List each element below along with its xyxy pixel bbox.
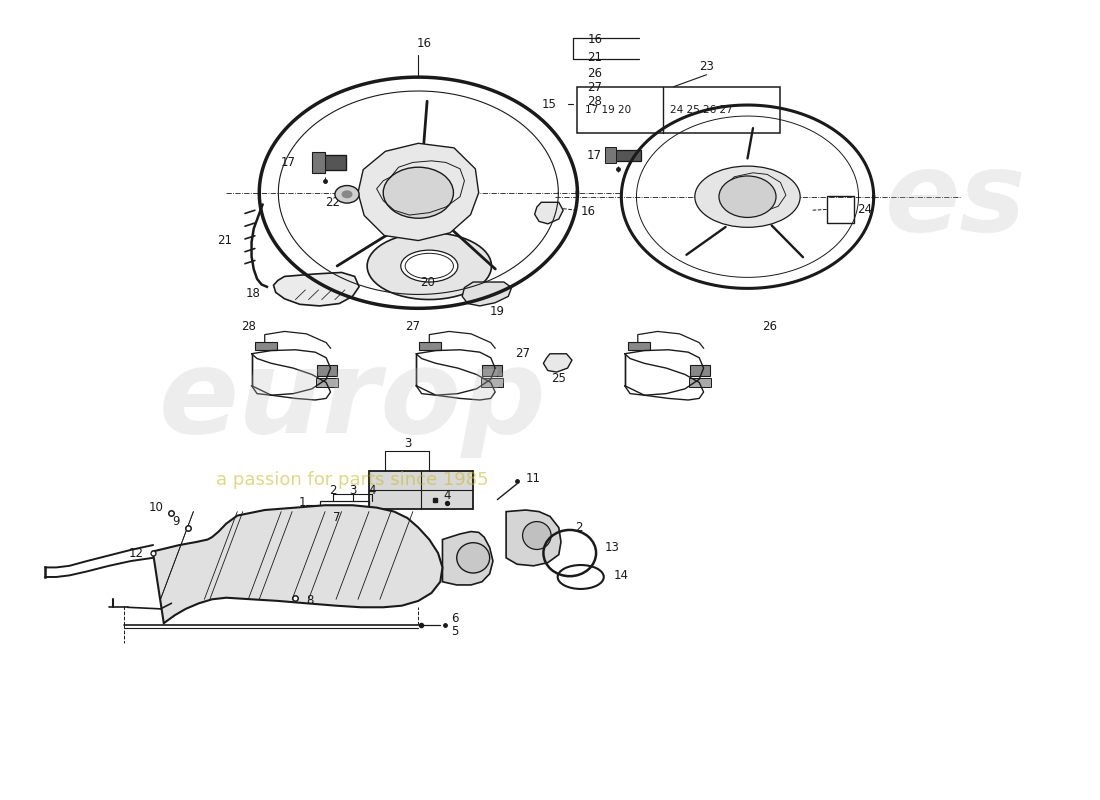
Text: 24: 24 bbox=[857, 203, 872, 216]
Circle shape bbox=[341, 190, 352, 198]
Ellipse shape bbox=[400, 250, 458, 282]
Text: 5: 5 bbox=[451, 625, 459, 638]
Text: 13: 13 bbox=[605, 541, 619, 554]
Text: europ: europ bbox=[158, 342, 547, 458]
Text: 21: 21 bbox=[587, 50, 603, 64]
Bar bbox=[318, 365, 337, 376]
Bar bbox=[482, 365, 502, 376]
Text: 28: 28 bbox=[241, 320, 255, 333]
Text: 4: 4 bbox=[368, 484, 376, 498]
Text: es: es bbox=[886, 147, 1026, 254]
Text: 26: 26 bbox=[587, 66, 603, 80]
Text: 25: 25 bbox=[551, 372, 566, 385]
Text: 2: 2 bbox=[329, 484, 337, 498]
Text: 17 19 20: 17 19 20 bbox=[585, 105, 631, 115]
Polygon shape bbox=[506, 510, 561, 566]
Ellipse shape bbox=[456, 542, 490, 573]
Bar bbox=[605, 147, 616, 163]
Text: 10: 10 bbox=[148, 501, 164, 514]
Bar bbox=[628, 342, 650, 350]
Text: 23: 23 bbox=[700, 60, 714, 74]
Text: 20: 20 bbox=[420, 275, 434, 289]
Bar bbox=[419, 342, 441, 350]
Text: 2: 2 bbox=[575, 521, 583, 534]
Text: 3: 3 bbox=[404, 437, 411, 450]
Bar bbox=[614, 150, 641, 161]
Bar bbox=[578, 86, 780, 133]
Circle shape bbox=[383, 167, 453, 218]
Polygon shape bbox=[462, 282, 512, 306]
Text: 16: 16 bbox=[587, 33, 603, 46]
Ellipse shape bbox=[522, 522, 551, 550]
Text: 21: 21 bbox=[217, 234, 232, 247]
Polygon shape bbox=[153, 506, 442, 623]
Bar bbox=[312, 152, 326, 173]
Bar bbox=[691, 365, 711, 376]
Bar bbox=[826, 196, 854, 223]
Text: 6: 6 bbox=[451, 612, 459, 625]
Text: 26: 26 bbox=[762, 320, 777, 333]
Text: 9: 9 bbox=[173, 515, 180, 529]
Polygon shape bbox=[367, 233, 492, 299]
Text: 7: 7 bbox=[332, 511, 340, 525]
Bar bbox=[317, 378, 338, 387]
Text: 19: 19 bbox=[490, 305, 505, 318]
Text: 8: 8 bbox=[307, 594, 314, 607]
Text: a passion for parts since 1985: a passion for parts since 1985 bbox=[217, 470, 488, 489]
Text: 3: 3 bbox=[349, 484, 356, 498]
Polygon shape bbox=[358, 143, 478, 241]
Text: 24 25 26 27: 24 25 26 27 bbox=[670, 105, 733, 115]
Text: 1: 1 bbox=[299, 495, 307, 509]
Ellipse shape bbox=[695, 166, 800, 227]
Circle shape bbox=[334, 186, 359, 203]
Text: 22: 22 bbox=[326, 196, 340, 209]
Text: 17: 17 bbox=[586, 149, 602, 162]
Bar bbox=[690, 378, 712, 387]
Circle shape bbox=[719, 176, 775, 218]
Text: 15: 15 bbox=[541, 98, 557, 110]
Text: 4: 4 bbox=[443, 489, 451, 502]
Text: 27: 27 bbox=[405, 320, 420, 333]
Text: 16: 16 bbox=[581, 205, 596, 218]
Text: 28: 28 bbox=[587, 95, 602, 108]
Bar bbox=[368, 471, 473, 510]
Polygon shape bbox=[535, 202, 563, 224]
Bar bbox=[322, 155, 345, 170]
Text: 16: 16 bbox=[416, 37, 431, 50]
Bar bbox=[255, 342, 277, 350]
Text: 11: 11 bbox=[526, 472, 541, 485]
Text: 17: 17 bbox=[280, 156, 296, 169]
Polygon shape bbox=[442, 531, 493, 585]
Bar bbox=[320, 502, 368, 510]
Polygon shape bbox=[274, 273, 359, 306]
Polygon shape bbox=[543, 354, 572, 372]
Text: 14: 14 bbox=[614, 569, 628, 582]
Text: 12: 12 bbox=[129, 546, 144, 559]
Text: 27: 27 bbox=[587, 81, 603, 94]
Bar bbox=[481, 378, 503, 387]
Text: 27: 27 bbox=[515, 347, 530, 360]
Text: 18: 18 bbox=[245, 287, 261, 301]
